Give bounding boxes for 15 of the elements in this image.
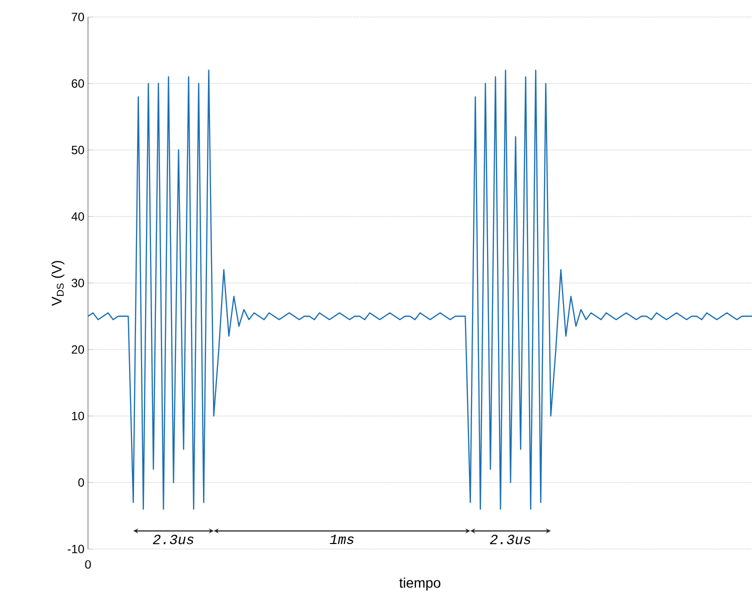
y-tick-label: 60: [72, 79, 84, 88]
y-tick-label: -10: [68, 544, 84, 554]
y-tick-label: 10: [72, 412, 84, 420]
y-tick-label: 70: [72, 12, 84, 22]
y-tick-label: 30: [72, 278, 84, 288]
y-tick-label: 50: [72, 146, 84, 154]
x-axis-title: tiempo: [399, 578, 440, 591]
text: 0: [85, 560, 91, 569]
y-tick-label: 40: [71, 212, 84, 221]
annotation: 2.3us: [152, 534, 194, 544]
annotation: 1ms: [330, 534, 354, 544]
y-tick-label: 0: [78, 478, 84, 487]
annotation: 2.3us: [490, 534, 531, 544]
y-tick-label: 20: [72, 345, 84, 354]
y-axis-title: V$_{DS}$ (V): [51, 260, 64, 306]
